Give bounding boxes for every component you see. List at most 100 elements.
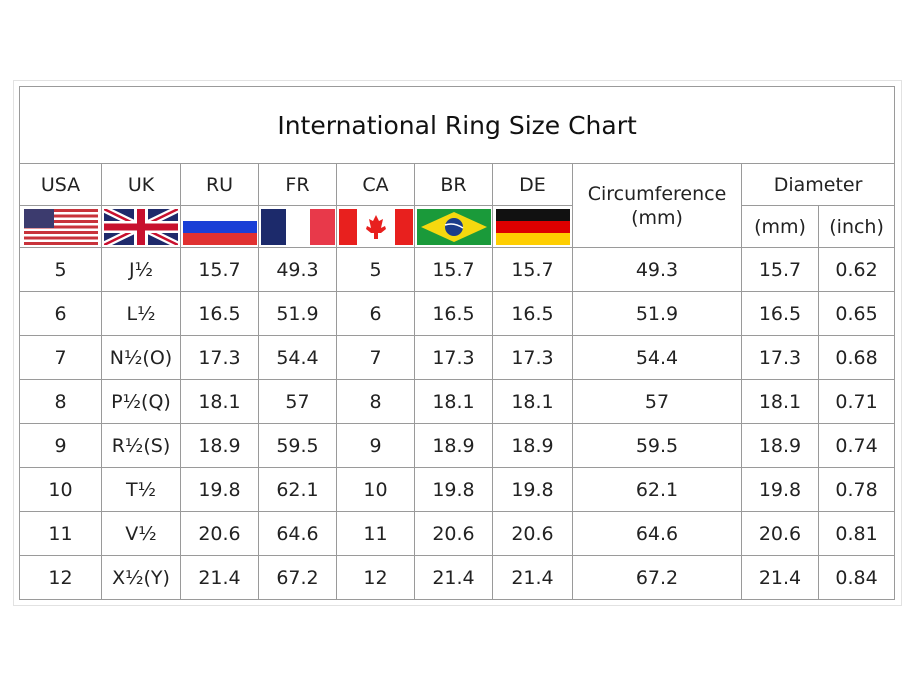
cell-br: 18.1 [414,379,493,424]
cell-diameter-inch: 0.62 [817,247,896,292]
cell-diameter-inch: 0.74 [817,423,896,468]
header-de: DE [492,163,573,206]
cell-ca: 6 [336,291,415,336]
header-uk: UK [101,163,181,206]
cell-usa: 6 [19,291,102,336]
cell-diameter-mm: 20.6 [741,511,819,556]
cell-uk: P½(Q) [101,379,181,424]
table-row: 12 X½(Y) 21.4 67.2 12 21.4 21.4 67.2 21.4 0.84 [19,555,896,600]
cell-br: 16.5 [414,291,493,336]
cell-uk: T½ [101,467,181,512]
cell-diameter-inch: 0.78 [817,467,896,512]
cell-fr: 49.3 [258,247,337,292]
cell-de: 18.9 [492,423,573,468]
cell-de: 19.8 [492,467,573,512]
cell-uk: V½ [101,511,181,556]
cell-usa: 7 [19,335,102,380]
cell-circumference-mm: 59.5 [572,423,742,468]
cell-usa: 9 [19,423,102,468]
cell-fr: 67.2 [258,555,337,600]
cell-fr: 51.9 [258,291,337,336]
cell-circumference-mm: 54.4 [572,335,742,380]
cell-br: 15.7 [414,247,493,292]
outer-frame [13,80,902,606]
us-flag-icon [23,208,98,245]
cell-de: 17.3 [492,335,573,380]
cell-uk: X½(Y) [101,555,181,600]
cell-uk: L½ [101,291,181,336]
cell-diameter-inch: 0.65 [817,291,896,336]
cell-uk: J½ [101,247,181,292]
russia-flag-icon [182,208,257,245]
cell-diameter-mm: 19.8 [741,467,819,512]
cell-diameter-mm: 21.4 [741,555,819,600]
cell-ru: 20.6 [180,511,259,556]
cell-fr: 64.6 [258,511,337,556]
cell-diameter-inch: 0.68 [817,335,896,380]
cell-fr: 59.5 [258,423,337,468]
cell-circumference-mm: 67.2 [572,555,742,600]
cell-br: 18.9 [414,423,493,468]
cell-usa: 5 [19,247,102,292]
cell-de: 18.1 [492,379,573,424]
header-diameter: Diameter [740,163,896,206]
ring-size-table: International Ring Size Chart USA UK RU … [18,86,896,600]
canada-flag-icon [338,208,413,245]
header-fr: FR [258,163,337,206]
france-flag-icon [260,208,335,245]
table-title: International Ring Size Chart [18,86,896,164]
cell-ca: 11 [336,511,415,556]
header-circumference: Circumference (mm) [572,163,742,248]
cell-de: 16.5 [492,291,573,336]
cell-ru: 18.9 [180,423,259,468]
cell-fr: 54.4 [258,335,337,380]
germany-flag-icon [495,208,570,245]
cell-br: 17.3 [414,335,493,380]
table-row: 10 T½ 19.8 62.1 10 19.8 19.8 62.1 19.8 0.78 [19,467,896,512]
table-row: 8 P½(Q) 18.1 57 8 18.1 18.1 57 18.1 0.71 [19,379,896,424]
header-br: BR [414,163,493,206]
cell-uk: N½(O) [101,335,181,380]
cell-ru: 19.8 [180,467,259,512]
cell-ru: 16.5 [180,291,259,336]
cell-diameter-inch: 0.71 [817,379,896,424]
cell-diameter-mm: 16.5 [741,291,819,336]
cell-ca: 10 [336,467,415,512]
cell-ru: 17.3 [180,335,259,380]
cell-uk: R½(S) [101,423,181,468]
cell-fr: 57 [258,379,337,424]
cell-diameter-mm: 17.3 [741,335,819,380]
table-row: 11 V½ 20.6 64.6 11 20.6 20.6 64.6 20.6 0.81 [19,511,896,556]
table-row: 7 N½(O) 17.3 54.4 7 17.3 17.3 54.4 17.3 0.68 [19,335,896,380]
cell-diameter-inch: 0.81 [817,511,896,556]
brazil-flag-icon [416,208,491,245]
cell-diameter-mm: 18.9 [741,423,819,468]
cell-br: 19.8 [414,467,493,512]
cell-fr: 62.1 [258,467,337,512]
cell-de: 21.4 [492,555,573,600]
cell-diameter-mm: 15.7 [741,247,819,292]
cell-de: 20.6 [492,511,573,556]
cell-ru: 18.1 [180,379,259,424]
cell-diameter-inch: 0.84 [817,555,896,600]
cell-usa: 10 [19,467,102,512]
header-ca: CA [336,163,415,206]
cell-br: 20.6 [414,511,493,556]
cell-circumference-mm: 49.3 [572,247,742,292]
table-row: 9 R½(S) 18.9 59.5 9 18.9 18.9 59.5 18.9 0.74 [19,423,896,468]
cell-ru: 15.7 [180,247,259,292]
cell-usa: 8 [19,379,102,424]
table-row: 5 J½ 15.7 49.3 5 15.7 15.7 49.3 15.7 0.62 [19,247,896,292]
cell-circumference-mm: 51.9 [572,291,742,336]
cell-usa: 12 [19,555,102,600]
cell-ca: 7 [336,335,415,380]
cell-ca: 5 [336,247,415,292]
cell-ca: 12 [336,555,415,600]
cell-circumference-mm: 57 [572,379,742,424]
header-diameter-mm: (mm) [741,205,819,248]
cell-ca: 8 [336,379,415,424]
cell-circumference-mm: 64.6 [572,511,742,556]
cell-diameter-mm: 18.1 [741,379,819,424]
cell-usa: 11 [19,511,102,556]
header-ru: RU [180,163,259,206]
